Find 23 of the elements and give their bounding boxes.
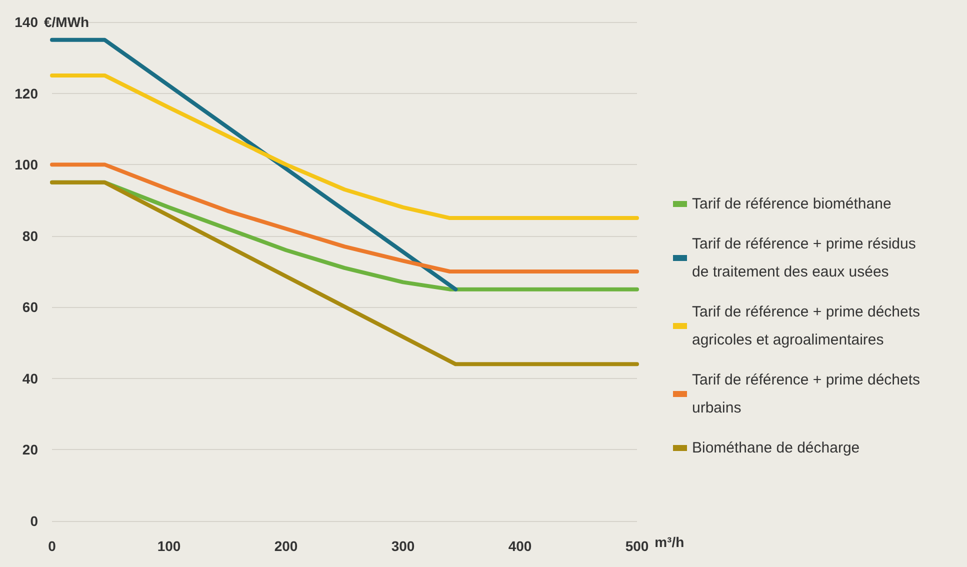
x-tick-label: 400 xyxy=(508,538,532,554)
y-tick-label: 120 xyxy=(14,85,38,102)
y-tick-label: 80 xyxy=(22,228,38,244)
x-tick-label: 100 xyxy=(157,538,181,554)
legend-label: Tarif de référence + prime résidus de traitement des eaux usées xyxy=(692,236,920,280)
x-tick-label: 500 xyxy=(625,538,649,554)
line-series xyxy=(50,73,639,220)
x-tick-label: 300 xyxy=(391,538,415,554)
y-tick-label: 100 xyxy=(14,156,38,173)
x-tick-label: 0 xyxy=(48,538,56,554)
legend-label: Tarif de référence biométhane xyxy=(692,196,892,212)
y-tick-label: 140 xyxy=(14,14,38,30)
y-tick-label: 20 xyxy=(22,442,38,458)
y-tick-label: 0 xyxy=(30,513,38,529)
legend-label: Tarif de référence + prime déchets agricoles et agroalimentaires xyxy=(692,304,924,348)
legend-label: Tarif de référence + prime déchets urbains xyxy=(692,372,924,416)
y-tick-label: 40 xyxy=(22,370,38,386)
y-axis-title: €/MWh xyxy=(44,14,90,30)
x-axis-title: m³/h xyxy=(654,534,684,550)
y-tick-label: 60 xyxy=(22,299,38,316)
line-series xyxy=(50,162,639,274)
x-tick-label: 200 xyxy=(274,538,298,554)
legend-label: Biométhane de décharge xyxy=(692,440,860,456)
